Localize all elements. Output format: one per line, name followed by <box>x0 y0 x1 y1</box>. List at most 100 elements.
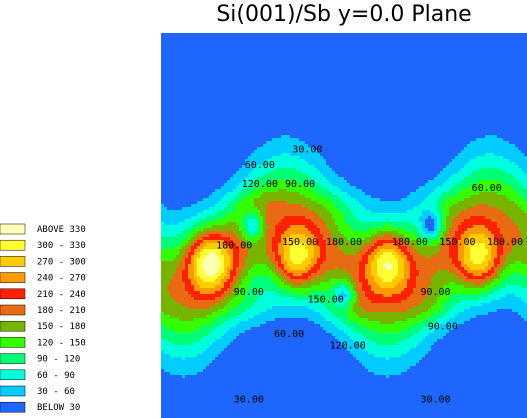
contour-cell <box>278 204 281 207</box>
contour-cell <box>281 267 284 270</box>
contour-cell <box>182 279 185 282</box>
contour-cell <box>173 282 176 285</box>
contour-cell <box>524 168 527 171</box>
contour-cell <box>305 279 308 282</box>
contour-cell <box>263 249 266 252</box>
contour-cell <box>260 168 263 171</box>
contour-cell <box>506 264 509 267</box>
contour-cell <box>266 213 269 216</box>
contour-cell <box>203 261 206 264</box>
contour-cell <box>407 204 410 207</box>
contour-cell <box>437 237 440 240</box>
contour-cell <box>236 213 239 216</box>
contour-cell <box>494 258 497 261</box>
contour-cell <box>215 240 218 243</box>
contour-cell <box>179 216 182 219</box>
contour-cell <box>473 273 476 276</box>
contour-cell <box>524 213 527 216</box>
contour-cell <box>467 267 470 270</box>
contour-cell <box>494 138 497 141</box>
contour-cell <box>230 240 233 243</box>
contour-cell <box>509 222 512 225</box>
contour-cell <box>281 276 284 279</box>
contour-cell <box>383 264 386 267</box>
contour-cell <box>410 255 413 258</box>
contour-cell <box>482 219 485 222</box>
contour-cell <box>518 264 521 267</box>
contour-cell <box>212 291 215 294</box>
contour-cell <box>338 243 341 246</box>
contour-cell <box>509 180 512 183</box>
contour-cell <box>215 237 218 240</box>
contour-cell <box>428 279 431 282</box>
contour-cell <box>506 180 509 183</box>
contour-cell <box>353 252 356 255</box>
contour-cell <box>278 141 281 144</box>
contour-cell <box>338 210 341 213</box>
contour-cell <box>494 279 497 282</box>
contour-cell <box>479 252 482 255</box>
contour-cell <box>272 219 275 222</box>
contour-cell <box>218 279 221 282</box>
contour-cell <box>326 219 329 222</box>
contour-cell <box>488 267 491 270</box>
contour-cell <box>341 282 344 285</box>
contour-cell <box>353 249 356 252</box>
contour-cell <box>260 204 263 207</box>
contour-cell <box>257 219 260 222</box>
contour-cell <box>467 282 470 285</box>
contour-cell <box>332 270 335 273</box>
contour-cell <box>434 249 437 252</box>
contour-cell <box>440 207 443 210</box>
contour-cell <box>221 228 224 231</box>
contour-cell <box>266 240 269 243</box>
contour-cell <box>509 240 512 243</box>
contour-cell <box>179 234 182 237</box>
contour-cell <box>233 243 236 246</box>
contour-cell <box>404 219 407 222</box>
contour-cell <box>197 267 200 270</box>
contour-cell <box>230 261 233 264</box>
contour-cell <box>365 285 368 288</box>
contour-cell <box>482 261 485 264</box>
contour-cell <box>278 213 281 216</box>
contour-cell <box>326 210 329 213</box>
contour-cell <box>278 201 281 204</box>
contour-cell <box>497 282 500 285</box>
contour-cell <box>368 273 371 276</box>
contour-cell <box>296 138 299 141</box>
contour-cell <box>374 288 377 291</box>
contour-cell <box>305 258 308 261</box>
contour-cell <box>263 288 266 291</box>
contour-cell <box>404 234 407 237</box>
contour-cell <box>170 225 173 228</box>
contour-cell <box>323 165 326 168</box>
contour-cell <box>242 267 245 270</box>
contour-cell <box>503 210 506 213</box>
contour-cell <box>404 210 407 213</box>
contour-cell <box>413 279 416 282</box>
contour-cell <box>332 279 335 282</box>
contour-cell <box>425 243 428 246</box>
contour-cell <box>452 204 455 207</box>
contour-cell <box>524 198 527 201</box>
contour-cell <box>509 210 512 213</box>
contour-cell <box>521 246 524 249</box>
contour-cell <box>482 189 485 192</box>
contour-cell <box>170 240 173 243</box>
contour-cell <box>473 162 476 165</box>
contour-cell <box>308 162 311 165</box>
contour-cell <box>320 249 323 252</box>
contour-cell <box>311 174 314 177</box>
contour-cell <box>329 252 332 255</box>
contour-cell <box>191 204 194 207</box>
contour-cell <box>512 150 515 153</box>
contour-cell <box>266 234 269 237</box>
contour-cell <box>311 255 314 258</box>
contour-cell <box>209 255 212 258</box>
contour-cell <box>416 270 419 273</box>
contour-cell <box>425 249 428 252</box>
contour-cell <box>296 201 299 204</box>
contour-cell <box>407 225 410 228</box>
contour-cell <box>176 222 179 225</box>
